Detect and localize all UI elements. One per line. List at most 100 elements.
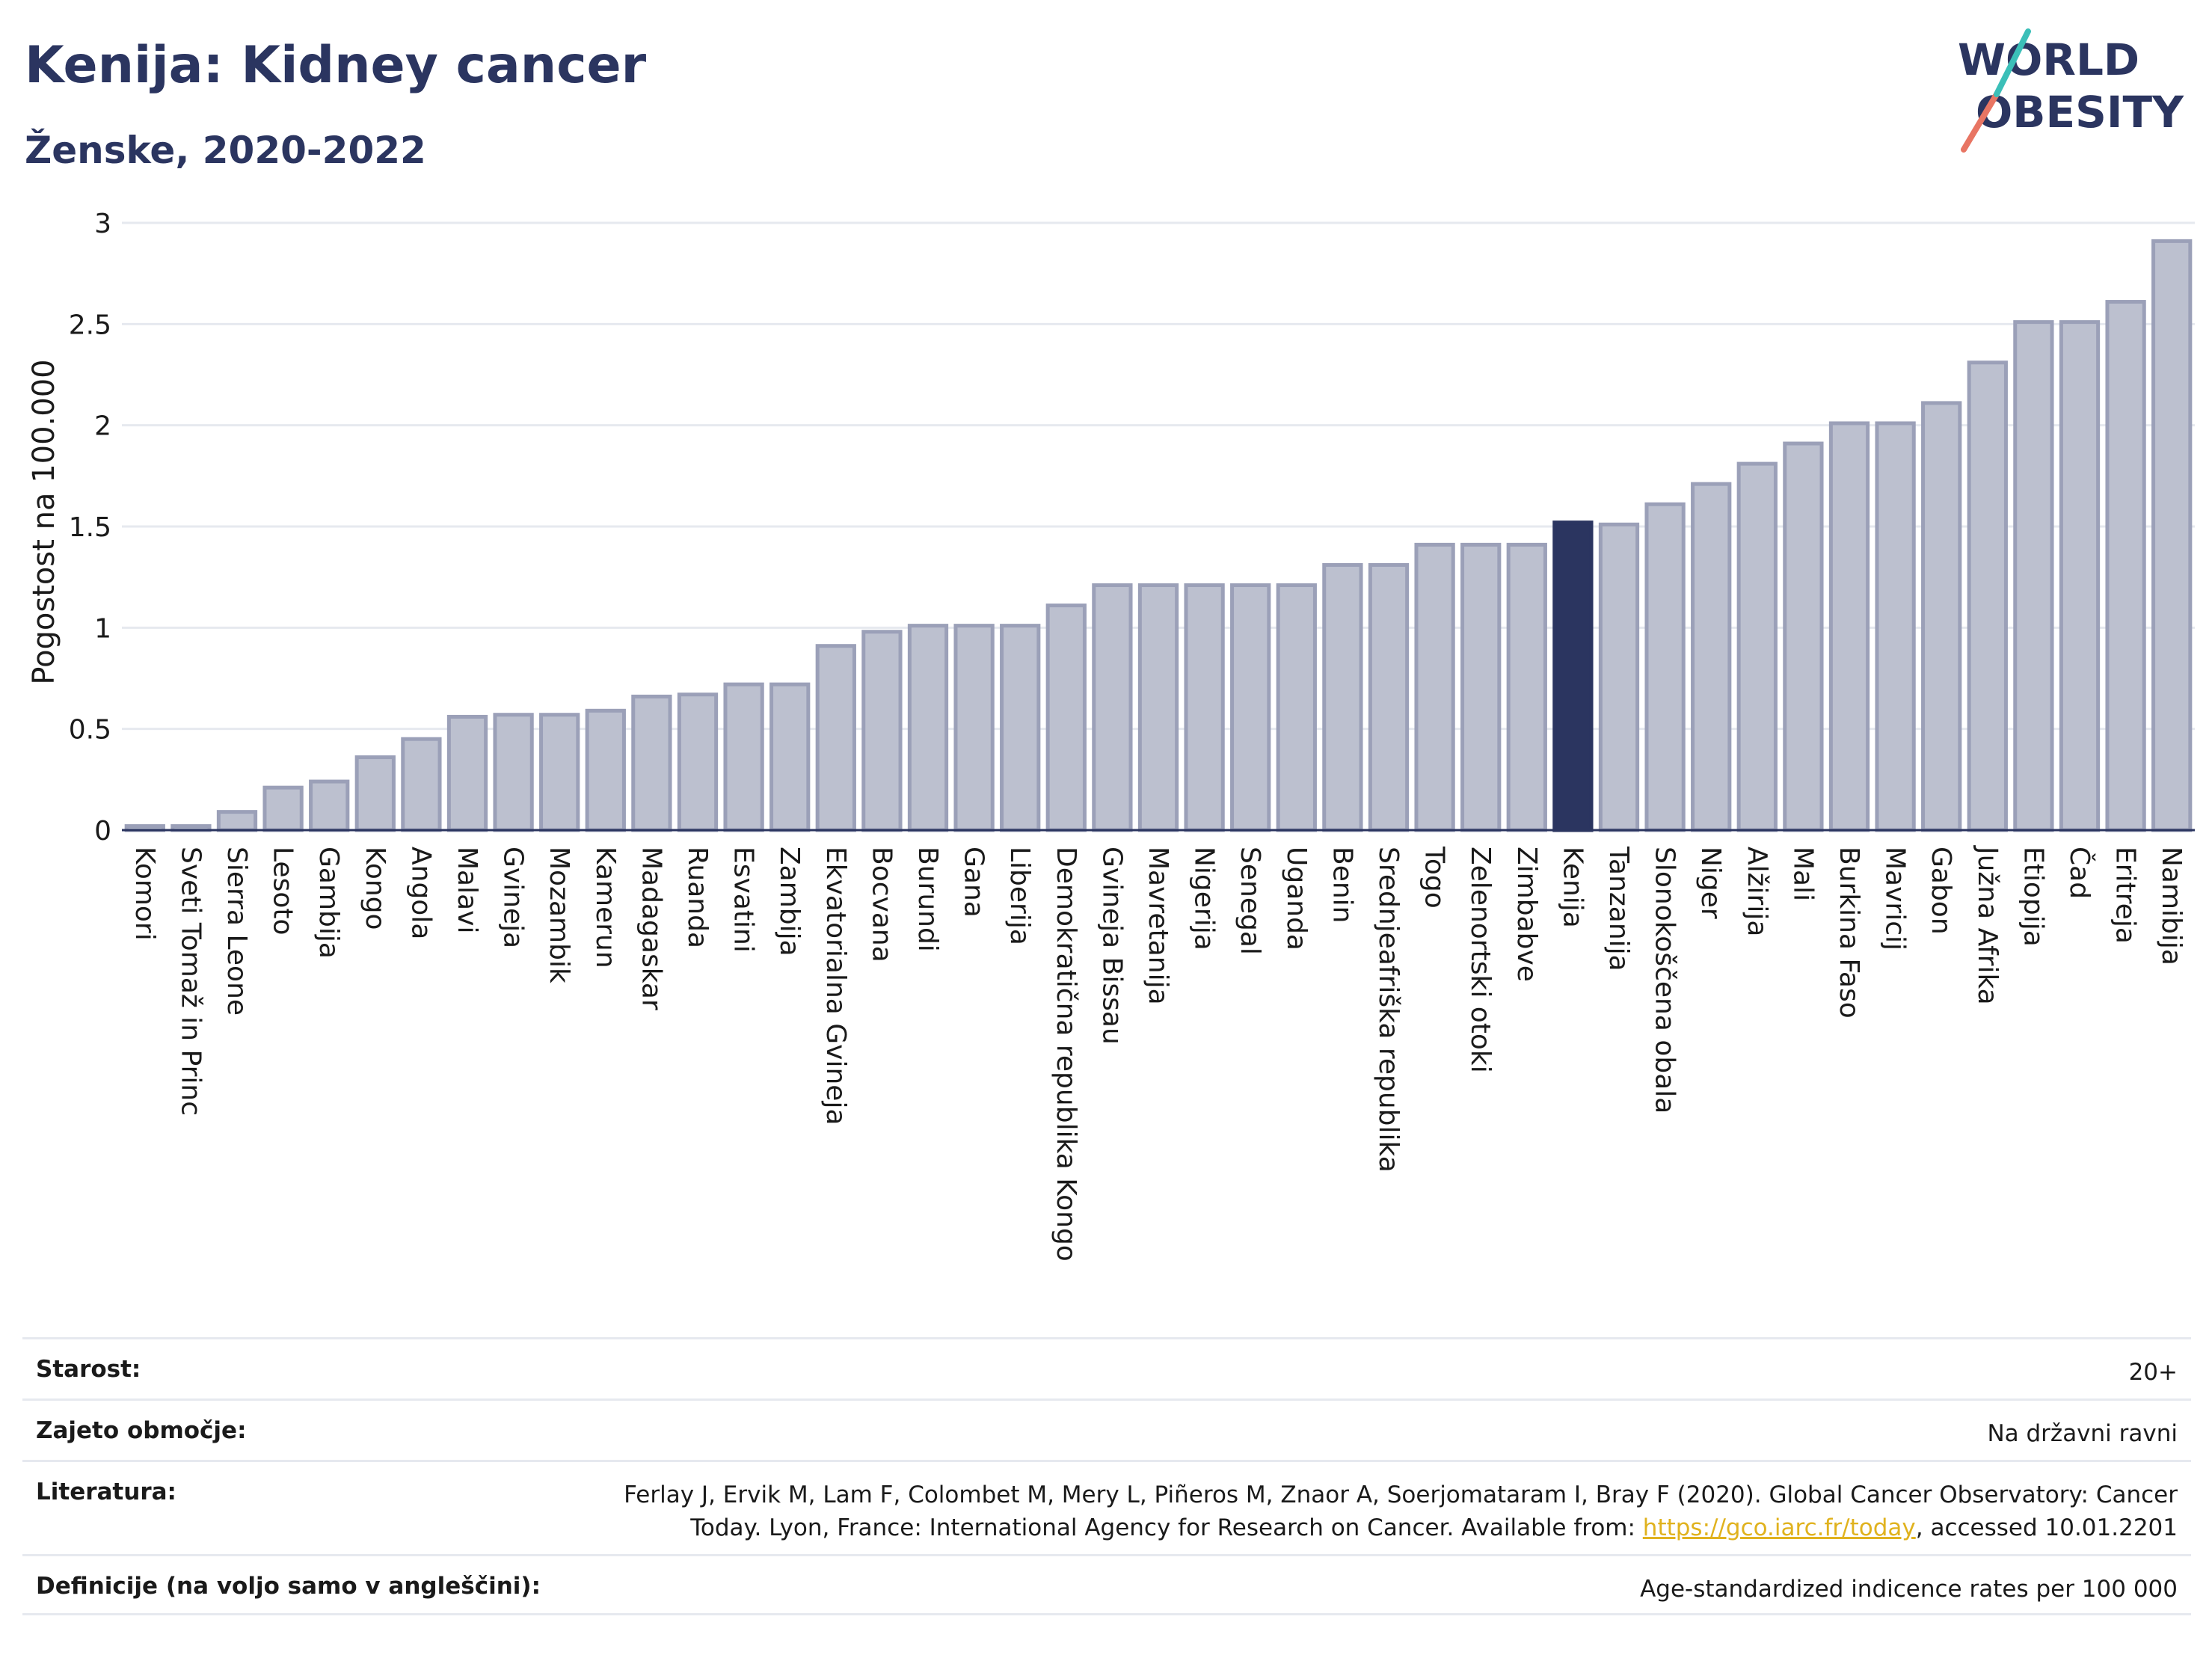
bar [1644,502,1686,832]
x-tick-label: Sveti Tomaž in Princ [175,847,206,1116]
literature-label: Literatura: [36,1479,176,1505]
bar [1368,562,1410,832]
bar [953,624,995,832]
bar [1598,522,1640,832]
bar [723,682,764,832]
y-ticks: 0 0.5 1 1.5 2 2.5 3 [69,209,111,847]
x-tick-label: Liberija [1004,847,1035,945]
x-tick-label: Mavretanija [1143,847,1173,1005]
bar [1828,421,1870,832]
x-tick-label: Sierra Leone [221,847,252,1016]
bar [1875,421,1916,832]
bar [815,644,856,832]
x-tick-label: Slonokoščena obala [1650,847,1680,1114]
x-tick-label: Malavi [452,847,482,934]
x-tick-label: Gana [959,847,989,918]
definitions-value: Age-standardized indicence rates per 100… [1640,1576,2178,1603]
x-tick-label: Mozambik [544,847,574,983]
x-tick-label: Tanzanija [1603,846,1634,971]
chart-subtitle: Ženske, 2020-2022 [25,129,426,172]
age-label: Starost: [36,1356,141,1383]
bar [539,713,580,832]
bar [401,737,442,832]
x-tick-label: Niger [1695,847,1726,919]
x-tick-label: Namibija [2156,847,2187,965]
x-tick-label: Burundi [912,847,943,952]
x-tick-label: Alžirija [1742,847,1772,936]
literature-line1: Ferlay J, Ervik M, Lam F, Colombet M, Me… [624,1481,2178,1508]
bar [1736,461,1778,832]
x-tick-label: Mali [1787,847,1818,901]
literature-value: Ferlay J, Ervik M, Lam F, Colombet M, Me… [624,1479,2178,1544]
bar [1460,542,1502,832]
age-value: 20+ [2128,1359,2178,1386]
bar [1045,604,1087,832]
x-tick-label: Mavricij [1880,847,1911,951]
bar [1921,401,1962,832]
x-tick-label: Uganda [1281,847,1312,951]
x-tick-label: Ekvatorialna Gvineja [820,847,851,1126]
x-tick-label: Demokratična republika Kongo [1051,847,1081,1262]
bar [1414,542,1455,832]
info-row-definitions: Definicije (na voljo samo v angleščini):… [22,1554,2191,1615]
bar [1783,441,1824,832]
chart-title: Kenija: Kidney cancer [25,36,647,95]
bar [1092,583,1133,832]
x-tick-label: Benin [1327,847,1357,923]
bar [1322,562,1363,832]
logo-slash-teal [1994,28,2031,97]
x-tick-label: Angola [405,847,436,939]
coverage-value: Na državni ravni [1987,1420,2178,1447]
bar [354,755,396,832]
x-tick-label: Kamerun [590,847,621,968]
bar-highlight [1552,521,1594,832]
logo-slash-coral [1961,91,2000,153]
x-tick-label: Etiopija [2018,847,2048,947]
bar [677,693,719,832]
literature-line2-before: Today. Lyon, France: International Agenc… [690,1514,1643,1541]
y-tick-label: 2 [94,411,111,442]
y-tick-label: 3 [94,209,111,239]
x-tick-label: Lesoto [268,847,298,936]
x-tick-label: Komori [129,847,160,941]
x-tick-label: Madagaskar [636,847,666,1010]
x-tick-label: Ruanda [682,847,713,948]
literature-link[interactable]: https://gco.iarc.fr/today [1642,1514,1916,1541]
logo-line2: OBESITY [1976,87,2184,138]
x-tick-label: Bocvana [866,847,897,962]
logo-line1: WORLD [1958,34,2139,85]
x-tick-label: Gabon [1926,847,1956,935]
bar [585,708,626,832]
x-tick-label: Južna Afrika [1972,845,2003,1005]
bar [2105,300,2146,832]
bar [1137,583,1179,832]
x-tick-label: Zambija [774,847,805,957]
bar [262,785,304,832]
bar [1691,482,1732,832]
bar [493,713,534,832]
x-tick-label: Zimbabve [1511,847,1542,982]
bar [631,694,672,832]
bar [861,630,903,832]
bar [907,624,949,832]
x-ticks: Komori Sveti Tomaž in Princ Sierra Leone Le… [129,845,2187,1262]
x-tick-label: Gvineja [498,847,529,948]
bar [216,810,258,832]
bar [1967,360,2008,832]
x-tick-label: Kongo [360,847,390,930]
y-tick-label: 0 [94,816,111,847]
bar [2059,320,2101,832]
y-axis-label: Pogostost na 100.000 [27,359,61,684]
x-tick-label: Čad [2064,847,2095,899]
bar [769,682,811,832]
bar [1000,624,1041,832]
definitions-label: Definicije (na voljo samo v angleščini): [36,1573,541,1600]
literature-line2-after: , accessed 10.01.2201 [1915,1514,2178,1541]
x-tick-label: Senegal [1235,847,1265,955]
y-tick-label: 1.5 [69,512,111,543]
info-row-coverage: Zajeto območje: Na državni ravni [22,1398,2191,1460]
bar [1230,583,1271,832]
bars-layer [122,239,2195,832]
x-tick-label: Burkina Faso [1834,847,1864,1019]
y-tick-label: 1 [94,613,111,644]
